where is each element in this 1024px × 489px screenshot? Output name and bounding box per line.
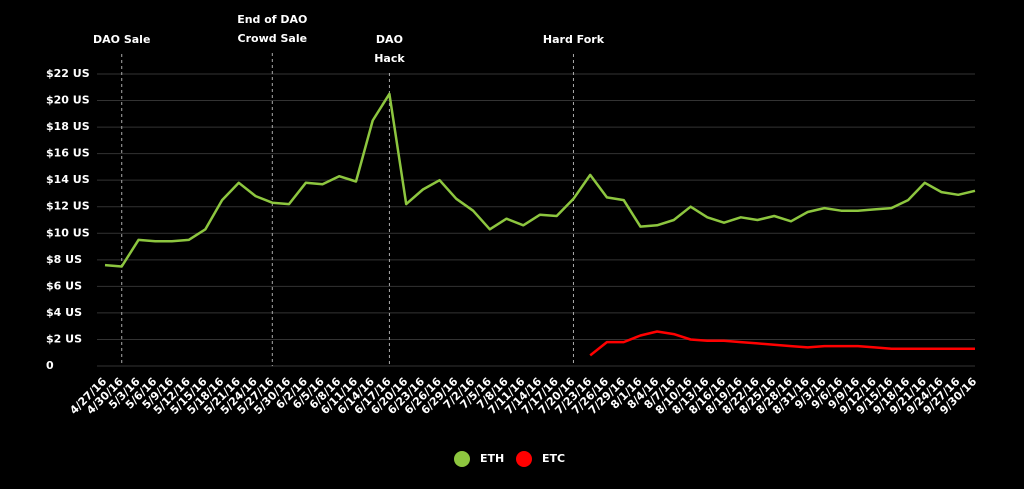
annotation-text: Hack [374, 52, 405, 65]
y-tick-label: $16 US [46, 147, 90, 160]
y-tick-label: $12 US [46, 200, 90, 213]
y-tick-label: $6 US [46, 279, 82, 292]
legend-label: ETC [542, 452, 565, 465]
legend-swatch [516, 451, 532, 467]
y-tick-label: $4 US [46, 306, 82, 319]
legend-label: ETH [480, 452, 504, 465]
y-tick-label: $2 US [46, 332, 82, 345]
y-tick-label: $8 US [46, 253, 82, 266]
annotation-text: Crowd Sale [238, 32, 308, 45]
y-tick-label: $22 US [46, 67, 90, 80]
y-tick-label: $14 US [46, 173, 90, 186]
y-tick-label: $18 US [46, 120, 90, 133]
annotation-text: DAO [376, 33, 403, 46]
series-line [104, 92, 976, 268]
series-line [589, 330, 975, 357]
annotation-text: Hard Fork [543, 33, 605, 46]
y-tick-label: 0 [46, 359, 54, 372]
annotation-text: DAO Sale [93, 33, 150, 46]
annotation-text: End of DAO [237, 13, 307, 26]
y-tick-label: $20 US [46, 94, 90, 107]
legend-swatch [454, 451, 470, 467]
y-tick-label: $10 US [46, 226, 90, 239]
